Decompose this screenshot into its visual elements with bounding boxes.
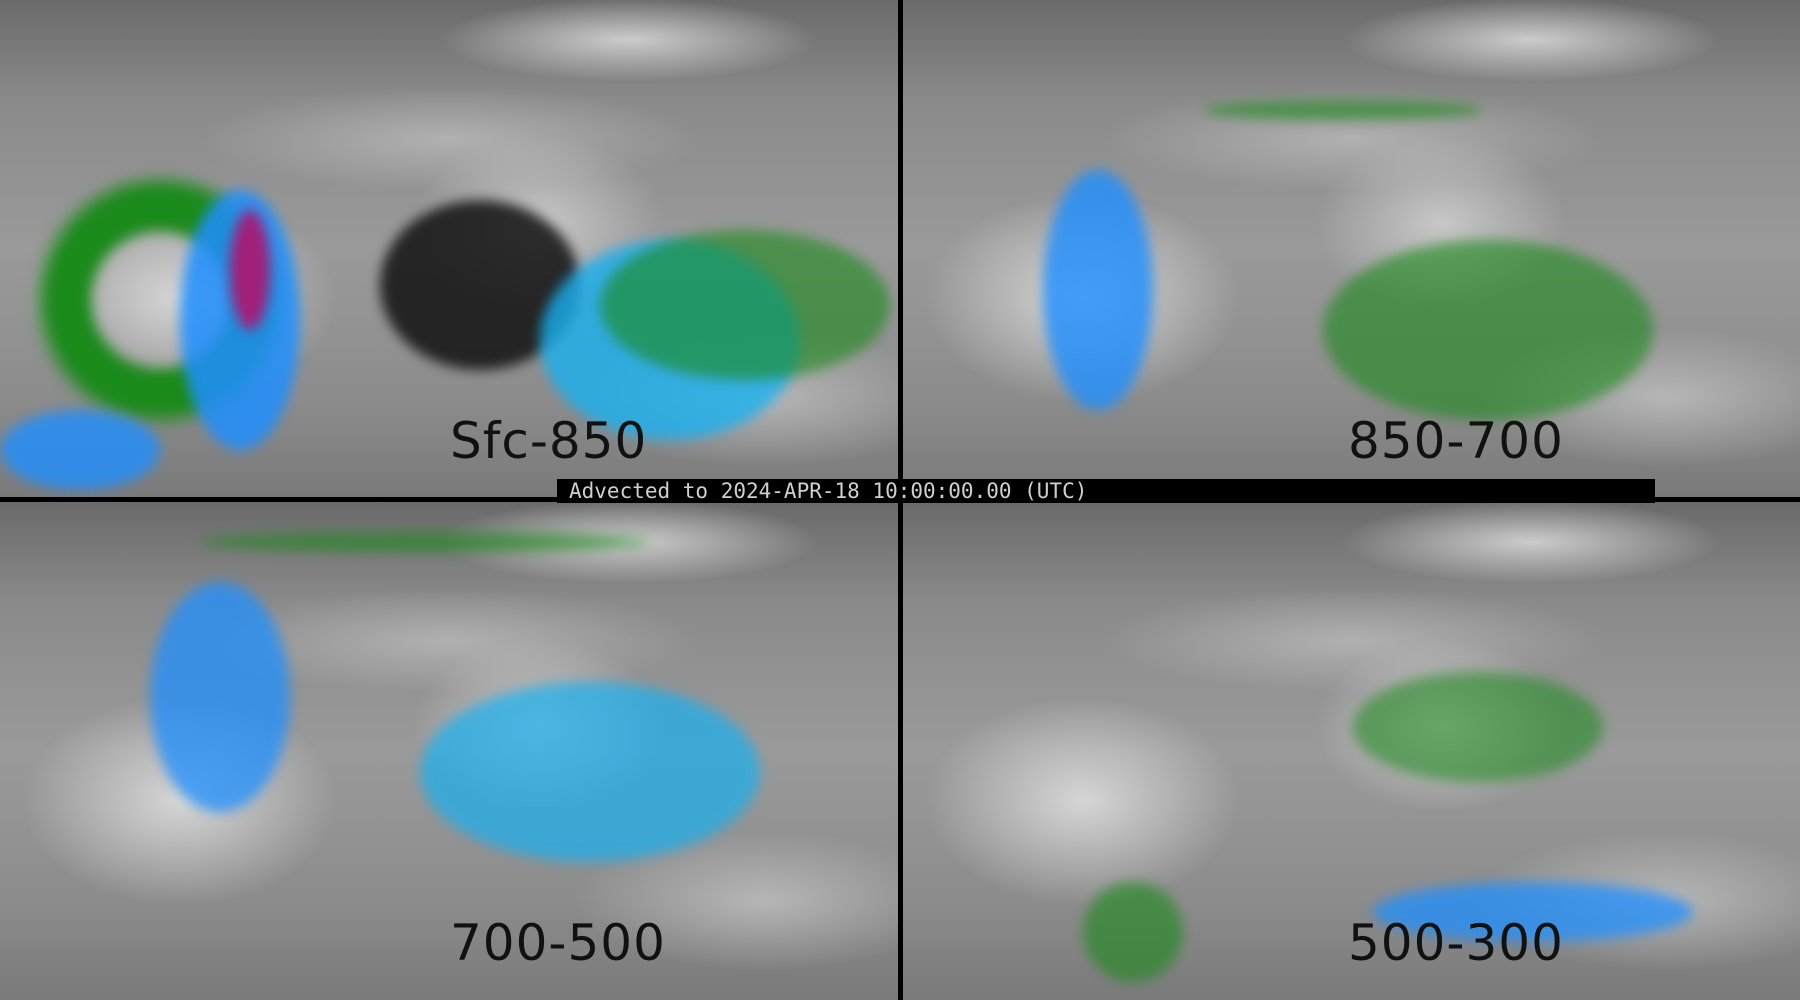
- panel-label: 850-700: [1348, 412, 1564, 470]
- moisture-green: [1323, 240, 1653, 420]
- panel-label: 500-300: [1348, 914, 1564, 972]
- moisture-blue: [1373, 882, 1693, 942]
- moisture-blue: [150, 582, 290, 812]
- moisture-blue: [1043, 170, 1153, 410]
- panel-850-700: 850-700: [903, 0, 1800, 497]
- timestamp-bar: Advected to 2024-APR-18 10:00:00.00 (UTC…: [557, 479, 1655, 503]
- moisture-green: [1203, 100, 1483, 120]
- panel-500-300: 500-300: [903, 502, 1800, 1000]
- panel-label: 700-500: [450, 914, 666, 972]
- moisture-magenta: [230, 210, 270, 330]
- moisture-green: [200, 532, 650, 552]
- moisture-green: [1083, 882, 1183, 982]
- moisture-blue: [0, 410, 160, 490]
- moisture-green: [1353, 672, 1603, 782]
- moisture-blue: [420, 682, 760, 862]
- panel-700-500: 700-500: [0, 502, 898, 1000]
- moisture-green: [600, 230, 890, 380]
- panel-label: Sfc-850: [450, 412, 648, 470]
- panel-sfc-850: Sfc-850: [0, 0, 898, 497]
